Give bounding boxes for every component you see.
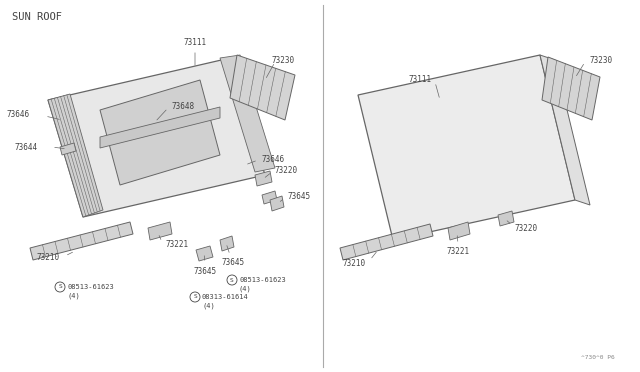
Polygon shape [448,222,470,240]
Text: 73230: 73230 [271,55,294,64]
Polygon shape [196,246,213,261]
Polygon shape [220,55,275,172]
Polygon shape [48,94,103,217]
Text: 73210: 73210 [343,259,366,267]
Text: 73230: 73230 [590,55,613,64]
Text: 73220: 73220 [275,166,298,174]
Text: (4): (4) [67,293,80,299]
Text: 73645: 73645 [221,258,244,267]
Text: (4): (4) [239,286,252,292]
Text: 73645: 73645 [193,267,216,276]
Text: (4): (4) [202,303,215,309]
Text: 08513-61623: 08513-61623 [239,277,285,283]
Polygon shape [498,211,514,226]
Polygon shape [262,191,277,204]
Text: 73221: 73221 [165,240,188,248]
Polygon shape [255,171,272,186]
Polygon shape [542,57,600,120]
Text: 73111: 73111 [184,38,207,47]
Text: ^730^0 P6: ^730^0 P6 [581,355,615,360]
Polygon shape [358,55,575,240]
Polygon shape [148,222,172,240]
Polygon shape [220,236,234,251]
Polygon shape [540,55,590,205]
Text: 73646: 73646 [7,109,30,119]
Text: 73111: 73111 [409,74,432,83]
Text: 73644: 73644 [15,142,38,151]
Polygon shape [270,196,284,211]
Text: 73645: 73645 [288,192,311,201]
Text: 73221: 73221 [447,247,470,256]
Text: 73220: 73220 [515,224,538,232]
Text: 08313-61614: 08313-61614 [202,294,249,300]
Text: 08513-61623: 08513-61623 [67,284,114,290]
Text: 73646: 73646 [262,154,285,164]
Text: SUN ROOF: SUN ROOF [12,12,62,22]
Polygon shape [30,222,133,260]
Polygon shape [100,107,220,148]
Polygon shape [100,80,220,185]
Text: 73648: 73648 [172,102,195,110]
Text: S: S [193,295,197,299]
Text: S: S [58,285,62,289]
Polygon shape [230,55,295,120]
Polygon shape [340,224,433,260]
Text: 73210: 73210 [37,253,60,263]
Text: S: S [230,278,234,282]
Polygon shape [60,143,76,155]
Polygon shape [48,58,265,217]
